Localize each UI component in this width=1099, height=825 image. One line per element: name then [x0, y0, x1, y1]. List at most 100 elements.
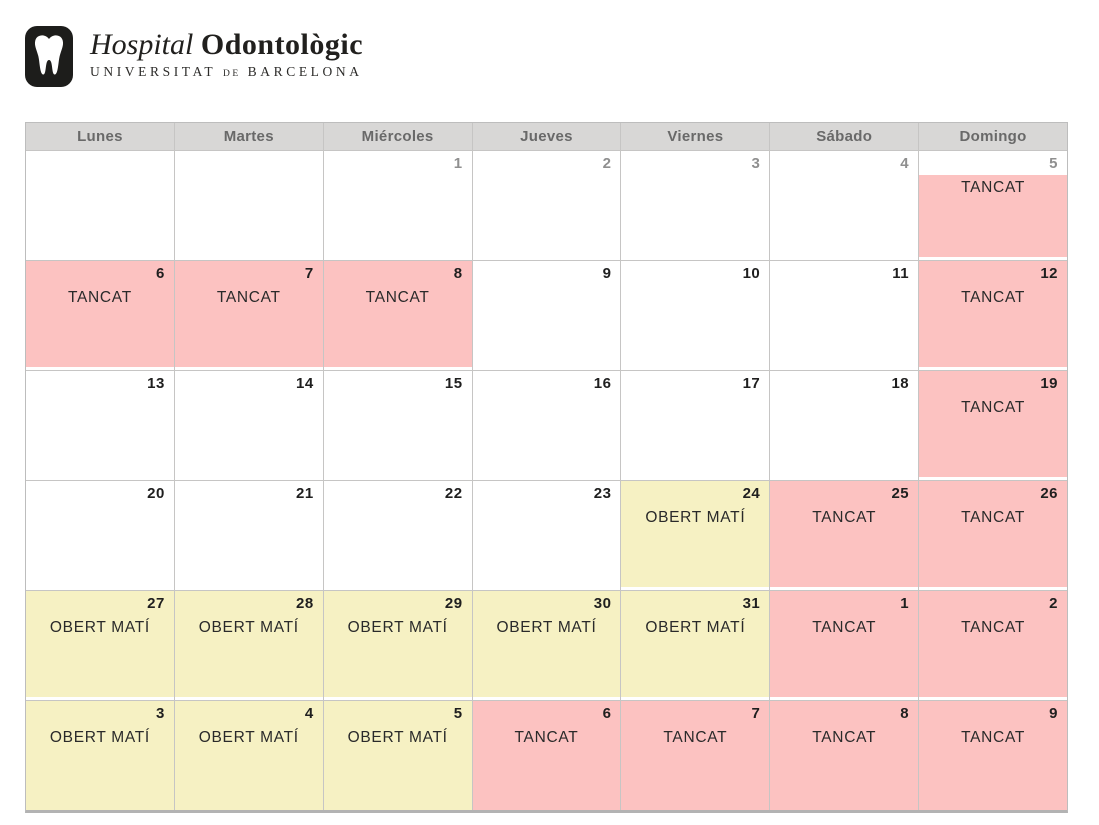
- day-number: 9: [1049, 705, 1058, 722]
- calendar-day-cell: 2: [472, 151, 621, 260]
- day-number: 6: [602, 705, 612, 722]
- brand-title-odontologic: Odontològic: [200, 28, 364, 61]
- brand-title-hospital: Hospital: [90, 28, 194, 61]
- day-cell-fill-tancat: [919, 261, 1067, 367]
- calendar-day-cell: 8 TANCAT: [770, 701, 919, 810]
- day-number: 25: [891, 485, 910, 502]
- day-number: 23: [593, 485, 612, 502]
- day-number: 4: [900, 155, 910, 172]
- day-status-label: TANCAT: [216, 289, 281, 306]
- calendar-day-cell: 27 OBERT MATÍ: [26, 591, 174, 700]
- day-cell-fill-obert: [472, 591, 621, 697]
- day-number: 7: [751, 705, 761, 722]
- calendar-day-cell: 5 TANCAT: [919, 151, 1067, 260]
- day-number: 21: [296, 485, 314, 502]
- day-status-label: OBERT MATÍ: [645, 509, 746, 526]
- calendar-day-cell: 26 TANCAT: [919, 481, 1067, 590]
- day-status-label: TANCAT: [663, 729, 728, 746]
- day-number: 27: [147, 595, 165, 612]
- weekday-header-lunes: Lunes: [26, 123, 174, 150]
- calendar-day-cell: 9: [472, 261, 621, 370]
- day-number: 2: [602, 155, 612, 172]
- calendar-day-cell: 5 OBERT MATÍ: [323, 701, 472, 810]
- brand-subtitle-de: DE: [223, 69, 241, 79]
- day-number: 3: [751, 155, 761, 172]
- calendar-day-cell: 6 TANCAT: [472, 701, 621, 810]
- calendar-day-cell: 11: [770, 261, 919, 370]
- day-status-label: TANCAT: [812, 729, 877, 746]
- calendar-day-cell: 21: [174, 481, 323, 590]
- day-cell-fill-tancat: [919, 481, 1067, 587]
- day-number: 22: [444, 485, 463, 502]
- day-cell-fill-tancat: [174, 261, 323, 367]
- day-status-label: OBERT MATÍ: [347, 619, 448, 636]
- calendar-day-cell: 2 TANCAT: [919, 591, 1067, 700]
- day-number: 24: [742, 485, 761, 502]
- day-cell-fill-obert: [621, 481, 770, 587]
- day-number: 20: [147, 485, 165, 502]
- day-cell-fill-obert: [174, 591, 323, 697]
- day-status-label: TANCAT: [67, 289, 132, 306]
- monthly-calendar: Lunes Martes Miércoles Jueves Viernes Sábado D…: [25, 122, 1068, 813]
- calendar-day-cell: 13: [26, 371, 174, 480]
- day-number: 3: [156, 705, 165, 722]
- calendar-day-cell: 12 TANCAT: [919, 261, 1067, 370]
- day-number: 29: [444, 595, 463, 612]
- day-number: 5: [453, 705, 463, 722]
- hospital-logo: Hospital Odontològic UNIVERSITAT DE BARC…: [25, 26, 363, 87]
- day-status-label: OBERT MATÍ: [496, 619, 597, 636]
- day-number: 4: [304, 705, 314, 722]
- calendar-day-cell: 3 OBERT MATÍ: [26, 701, 174, 810]
- day-number: 14: [296, 375, 314, 392]
- day-number: 9: [602, 265, 612, 282]
- day-number: 19: [1040, 375, 1058, 392]
- calendar-day-cell: 14: [174, 371, 323, 480]
- day-number: 12: [1040, 265, 1058, 282]
- calendar-day-cell: 6 TANCAT: [26, 261, 174, 370]
- day-number: 10: [742, 265, 761, 282]
- day-status-label: TANCAT: [812, 619, 877, 636]
- weekday-header-martes: Martes: [174, 123, 323, 150]
- calendar-day-cell: 17: [621, 371, 770, 480]
- day-number: 7: [304, 265, 314, 282]
- calendar-day-cell: 24 OBERT MATÍ: [621, 481, 770, 590]
- calendar-day-cell: 19 TANCAT: [919, 371, 1067, 480]
- calendar-day-cell: 1 TANCAT: [770, 591, 919, 700]
- brand-subtitle-universitat: UNIVERSITAT: [90, 64, 217, 79]
- calendar-day-cell: 23: [472, 481, 621, 590]
- weekday-header-sabado: Sábado: [770, 123, 919, 150]
- day-cell-fill-tancat: [919, 175, 1067, 257]
- calendar-day-cell: 7 TANCAT: [621, 701, 770, 810]
- calendar-day-cell: 4: [770, 151, 919, 260]
- calendar-day-cell: 25 TANCAT: [770, 481, 919, 590]
- calendar-day-cell: 16: [472, 371, 621, 480]
- day-status-label: TANCAT: [961, 509, 1026, 526]
- brand-text: Hospital Odontològic UNIVERSITAT DE BARC…: [90, 26, 363, 80]
- calendar-day-cell: 15: [323, 371, 472, 480]
- day-number: 18: [891, 375, 910, 392]
- day-status-label: TANCAT: [961, 729, 1026, 746]
- weekday-header-domingo: Domingo: [919, 123, 1067, 150]
- day-number: 11: [892, 265, 910, 282]
- day-cell-fill-obert: [621, 591, 770, 697]
- day-cell-fill-tancat: [770, 591, 919, 697]
- day-status-label: OBERT MATÍ: [347, 729, 448, 746]
- day-number: 31: [742, 595, 761, 612]
- calendar-day-cell: 7 TANCAT: [174, 261, 323, 370]
- day-number: 13: [147, 375, 165, 392]
- weekday-header-viernes: Viernes: [621, 123, 770, 150]
- calendar-day-cell: 8 TANCAT: [323, 261, 472, 370]
- calendar-day-cell: 3: [621, 151, 770, 260]
- calendar-day-cell: 9 TANCAT: [919, 701, 1067, 810]
- day-cell-fill-tancat: [26, 261, 174, 367]
- day-cell-fill-tancat: [770, 481, 919, 587]
- day-status-label: TANCAT: [961, 399, 1026, 416]
- day-cell-fill-tancat: [919, 701, 1067, 810]
- calendar-day-cell: 22: [323, 481, 472, 590]
- day-cell-fill-obert: [323, 701, 472, 810]
- day-status-label: TANCAT: [961, 619, 1026, 636]
- day-cell-fill-obert: [26, 701, 174, 810]
- calendar-day-cell: 30 OBERT MATÍ: [472, 591, 621, 700]
- day-number: 2: [1049, 595, 1058, 612]
